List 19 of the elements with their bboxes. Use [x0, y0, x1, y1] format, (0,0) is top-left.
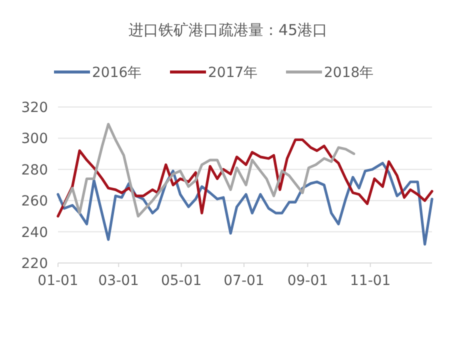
- y-tick-label: 300: [21, 131, 48, 148]
- line-series: [56, 138, 434, 218]
- line-series: [62, 122, 356, 218]
- x-tick-label: 07-01: [224, 273, 264, 289]
- x-tick-label: 01-01: [38, 273, 78, 289]
- legend-label: 2016年: [92, 65, 142, 81]
- line-series: [56, 162, 434, 246]
- x-tick-label: 03-01: [98, 273, 139, 289]
- legend-label: 2018年: [324, 65, 374, 81]
- y-tick-label: 220: [21, 256, 48, 272]
- x-tick-label: 11-01: [350, 273, 391, 289]
- y-tick-label: 320: [21, 100, 48, 116]
- y-tick-label: 260: [21, 194, 48, 210]
- x-tick-label: 05-01: [160, 273, 202, 289]
- chart-title: 进口铁矿港口疏港量：45港口: [128, 21, 328, 39]
- y-tick-label: 280: [21, 162, 48, 178]
- legend-label: 2017年: [208, 65, 258, 81]
- x-tick-label: 09-01: [287, 273, 328, 289]
- y-tick-label: 240: [21, 224, 48, 241]
